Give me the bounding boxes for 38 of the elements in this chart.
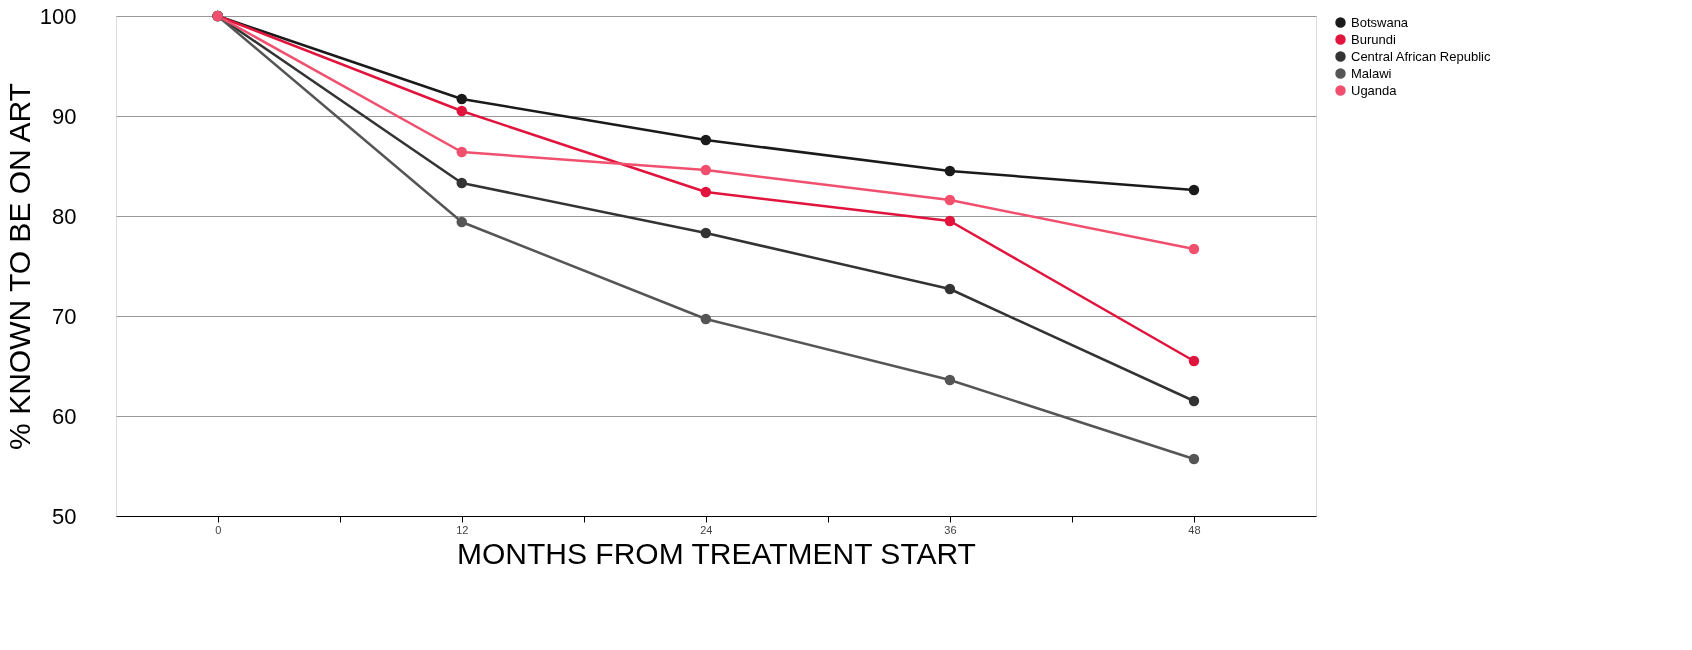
point: [700, 186, 712, 198]
legend-label: Burundi: [1351, 31, 1396, 47]
y-tick-label: 90: [52, 103, 77, 129]
y-tick-label: 50: [52, 503, 77, 529]
y-tick-label: 70: [52, 303, 77, 329]
legend-label: Uganda: [1351, 82, 1398, 98]
y-axis-title: % KNOWN TO BE ON ART: [2, 83, 36, 450]
point: [944, 215, 956, 227]
point: [944, 283, 956, 295]
x-tick-label: 24: [700, 523, 713, 536]
point: [456, 216, 468, 228]
point: [700, 164, 712, 176]
x-tick-label: 12: [456, 523, 469, 536]
legend-label: Malawi: [1351, 65, 1392, 81]
point: [700, 313, 712, 325]
point: [944, 194, 956, 206]
y-tick-label: 100: [39, 3, 77, 29]
point: [1188, 355, 1200, 367]
point: [1188, 243, 1200, 255]
point: [456, 93, 468, 105]
x-axis-title: MONTHS FROM TREATMENT START: [457, 536, 976, 570]
point: [456, 105, 468, 117]
x-tick-label: 36: [944, 523, 957, 536]
point: [456, 146, 468, 158]
legend-label: Botswana: [1351, 14, 1409, 30]
x-tick-label: 0: [215, 523, 222, 536]
point: [1188, 453, 1200, 465]
legend-label: Central African Republic: [1351, 48, 1491, 64]
point: [944, 165, 956, 177]
point: [1188, 395, 1200, 407]
y-tick-label: 80: [52, 203, 77, 229]
y-tick-label: 60: [52, 403, 77, 429]
point: [700, 227, 712, 239]
point: [1188, 184, 1200, 196]
point: [700, 134, 712, 146]
point: [944, 374, 956, 386]
x-tick-label: 48: [1188, 523, 1201, 536]
point: [456, 177, 468, 189]
